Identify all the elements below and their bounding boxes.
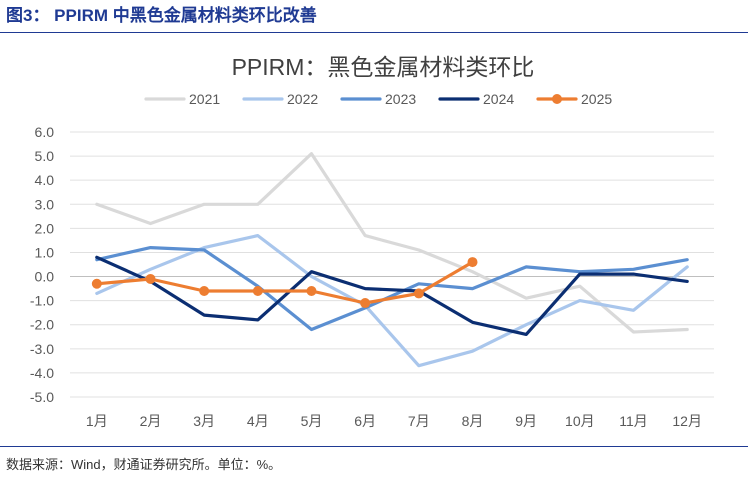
source-note: 数据来源：Wind，财通证券研究所。单位：%。 (6, 457, 282, 472)
data-point-2025 (360, 298, 371, 309)
top-rule (0, 32, 748, 33)
data-point-2025 (145, 273, 156, 284)
x-tick-label: 10月 (565, 413, 595, 429)
y-tick-label: 6.0 (35, 124, 55, 140)
x-tick-label: 9月 (515, 413, 537, 429)
y-axis: 6.0 5.0 4.0 3.0 2.0 1.0 0.0 -1.0 -2.0 -3.0 -4.0 -5.… (30, 124, 54, 405)
y-tick-label: -2.0 (30, 317, 54, 333)
legend-label-2024: 2024 (483, 91, 514, 107)
y-tick-label: 2.0 (35, 220, 55, 236)
y-tick-label: -4.0 (30, 365, 54, 381)
legend-label-2023: 2023 (385, 91, 416, 107)
legend-label-2022: 2022 (287, 91, 318, 107)
legend: 2021 2022 2023 2024 2025 (144, 91, 612, 107)
line-chart: PPIRM：黑色金属材料类环比 2021 2022 2023 2024 2025 6.0… (30, 54, 714, 429)
x-tick-label: 4月 (247, 413, 269, 429)
data-point-2025 (306, 286, 317, 296)
data-point-2025 (467, 257, 478, 268)
x-tick-label: 3月 (193, 413, 215, 429)
x-tick-label: 1月 (86, 413, 108, 429)
x-tick-label: 2月 (140, 413, 162, 429)
legend-marker-2025 (552, 94, 562, 104)
data-point-2025 (199, 286, 210, 296)
x-tick-label: 6月 (354, 413, 376, 429)
series-group (91, 152, 689, 368)
y-tick-label: -1.0 (30, 293, 54, 309)
y-tick-label: 4.0 (35, 172, 55, 188)
y-tick-label: 1.0 (35, 244, 55, 260)
legend-label-2021: 2021 (189, 91, 220, 107)
series-line-2022 (95, 234, 689, 368)
y-tick-label: 0.0 (35, 269, 55, 285)
legend-label-2025: 2025 (581, 91, 612, 107)
x-tick-label: 8月 (462, 413, 484, 429)
x-tick-label: 7月 (408, 413, 430, 429)
gridlines (70, 131, 714, 398)
y-tick-label: 5.0 (35, 148, 55, 164)
chart-title: PPIRM：黑色金属材料类环比 (232, 54, 535, 80)
x-axis: 1月 2月 3月 4月 5月 6月 7月 8月 9月 10月 11月 12月 (86, 413, 702, 429)
y-tick-label: -5.0 (30, 389, 54, 405)
x-tick-label: 11月 (619, 413, 648, 429)
x-tick-label: 5月 (301, 413, 323, 429)
data-point-2025 (413, 288, 424, 299)
data-point-2025 (252, 286, 263, 296)
x-tick-label: 12月 (672, 413, 702, 429)
y-tick-label: 3.0 (35, 196, 55, 212)
series-line-2021 (95, 152, 689, 334)
series-line-2023 (95, 246, 689, 332)
series-line-2025 (95, 260, 475, 305)
figure-title: 图3： PPIRM 中黑色金属材料类环比改善 (6, 6, 317, 25)
bottom-rule (0, 446, 748, 447)
y-tick-label: -3.0 (30, 341, 54, 357)
series-line-2024 (95, 255, 689, 336)
data-point-2025 (91, 278, 102, 289)
